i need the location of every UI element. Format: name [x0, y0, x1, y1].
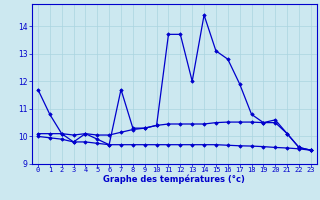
- X-axis label: Graphe des températures (°c): Graphe des températures (°c): [103, 175, 245, 184]
